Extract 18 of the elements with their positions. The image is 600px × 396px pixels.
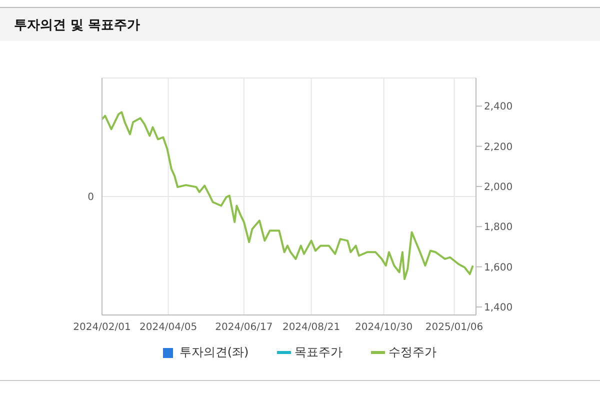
x-tick-label: 2024/02/01 bbox=[73, 322, 131, 334]
chart-title: 투자의견 및 목표주가 bbox=[14, 17, 140, 34]
x-tick-label: 2024/10/30 bbox=[354, 322, 413, 334]
x-tick-label: 2024/08/21 bbox=[282, 322, 340, 334]
y2-tick-label: 2,400 bbox=[484, 102, 513, 113]
legend-label: 목표주가 bbox=[294, 344, 343, 361]
y2-tick-label: 2,200 bbox=[484, 142, 513, 153]
y2-tick-label: 1,400 bbox=[484, 302, 513, 314]
y2-tick-label: 1,800 bbox=[484, 222, 513, 234]
x-tick-label: 2025/01/06 bbox=[425, 322, 484, 334]
x-tick-label: 2024/06/17 bbox=[215, 322, 273, 334]
x-tick-label: 2024/04/05 bbox=[139, 322, 198, 334]
y2-tick-label: 1,600 bbox=[484, 262, 513, 274]
line-series bbox=[102, 111, 474, 280]
text: 0 bbox=[88, 192, 94, 204]
legend-label: 투자의견(좌) bbox=[178, 344, 249, 361]
y2-tick-label: 2,000 bbox=[484, 182, 513, 194]
legend-label: 수정주가 bbox=[388, 344, 437, 361]
